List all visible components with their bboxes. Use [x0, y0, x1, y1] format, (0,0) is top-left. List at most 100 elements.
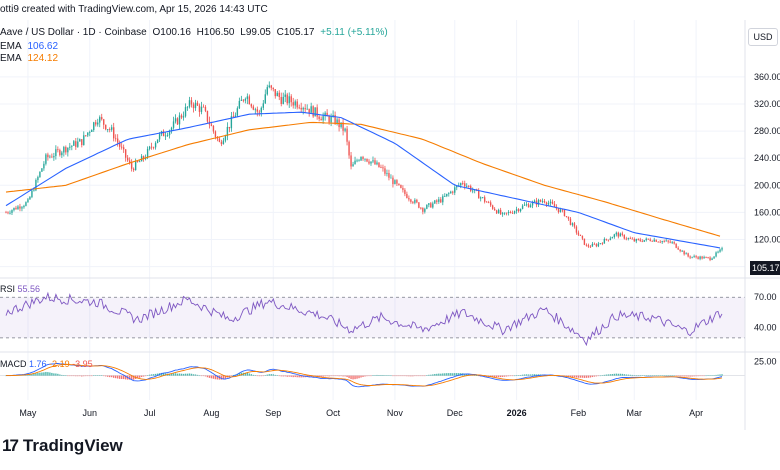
macd-histogram-bar [168, 373, 171, 376]
macd-histogram-bar [517, 375, 520, 376]
candle-body [681, 250, 683, 252]
candle-body [202, 106, 205, 108]
candle-body [115, 138, 117, 140]
tv-logo-icon: 17 [2, 436, 19, 455]
macd-histogram-bar [639, 375, 641, 376]
candle-body [67, 147, 69, 153]
close-value: C105.17 [276, 27, 315, 38]
macd-histogram-bar [523, 374, 526, 376]
macd-histogram-bar [172, 373, 175, 376]
macd-histogram-bar [501, 375, 504, 377]
candle-body [152, 147, 155, 149]
macd-histogram-bar [202, 375, 205, 377]
macd-histogram-bar [77, 375, 79, 377]
macd-histogram-bar [426, 375, 428, 376]
candle-body [503, 212, 506, 214]
candle-body [95, 122, 97, 125]
candle-body [366, 158, 368, 162]
ohlc-legend[interactable]: Aave / US Dollar · 1D · Coinbase O100.16… [0, 27, 391, 38]
candle-body [452, 191, 454, 193]
candle-body [430, 203, 432, 208]
candle-body [669, 241, 671, 243]
candle-body [334, 114, 336, 124]
candle-body [352, 164, 354, 167]
candle-body [707, 257, 709, 258]
ema-fast-legend[interactable]: EMA 106.62 [0, 41, 61, 52]
candle-body [118, 142, 121, 147]
candle-body [416, 199, 418, 203]
macd-histogram-bar [358, 375, 360, 379]
candle-body [481, 197, 484, 199]
macd-pane[interactable] [0, 362, 745, 388]
time-axis[interactable]: May Jun Jul Aug Sep Oct Nov Dec 2026 Feb Mar Apr [19, 408, 703, 418]
candle-body [180, 115, 183, 118]
candle-body [392, 177, 394, 185]
macd-histogram-bar [105, 375, 107, 377]
candle-body [655, 239, 657, 242]
ema-fast-label: EMA [0, 41, 22, 52]
candle-body [282, 96, 284, 104]
candle-body [372, 160, 374, 162]
candle-body [306, 108, 308, 110]
macd-histogram-bar [507, 375, 510, 377]
candle-body [55, 149, 57, 157]
currency-button[interactable]: USD [748, 28, 778, 46]
open-value: O100.16 [152, 27, 191, 38]
time-tick-label: 2026 [507, 408, 527, 418]
candle-body [689, 256, 691, 258]
candle-body [236, 108, 239, 116]
candle-body [33, 190, 35, 192]
macd-histogram-bar [93, 375, 95, 376]
macd-histogram-bar [222, 375, 225, 380]
candle-body [408, 197, 410, 200]
macd-histogram-bar [673, 375, 675, 377]
candle-body [625, 238, 627, 240]
macd-legend[interactable]: MACD 1.76 -2.19 -3.95 [0, 359, 93, 369]
macd-histogram-bar [525, 374, 528, 376]
candle-body [158, 134, 161, 140]
candle-body [93, 122, 95, 130]
macd-histogram-bar [232, 374, 235, 376]
candle-body [344, 128, 346, 131]
macd-histogram-bar [318, 375, 320, 377]
candle-body [294, 101, 296, 106]
candle-body [627, 238, 629, 239]
candle-body [547, 203, 550, 205]
rsi-pane[interactable] [0, 291, 745, 347]
candle-body [513, 211, 516, 214]
candle-body [579, 234, 582, 236]
macd-histogram-bar [45, 371, 47, 376]
candle-body [59, 150, 61, 156]
macd-histogram-bar [208, 375, 211, 378]
candle-body [685, 253, 687, 255]
macd-histogram-bar [33, 373, 35, 376]
rsi-legend[interactable]: RSI 55.56 [0, 284, 40, 294]
price-pane[interactable] [5, 81, 723, 262]
candle-body [424, 208, 426, 212]
macd-histogram-bar [693, 375, 695, 377]
macd-histogram-bar [37, 373, 39, 376]
macd-histogram-bar [336, 375, 338, 377]
candle-body [316, 107, 318, 117]
macd-histogram-bar [655, 375, 657, 376]
macd-histogram-bar [212, 375, 215, 379]
candle-body [362, 156, 364, 159]
macd-histogram-bar [53, 373, 55, 376]
candle-body [426, 204, 428, 209]
macd-histogram-bar [142, 375, 145, 377]
candle-body [591, 243, 594, 247]
candle-body [260, 107, 262, 113]
macd-histogram-bar [671, 375, 673, 376]
candle-body [434, 200, 436, 204]
macd-histogram-bar [292, 375, 294, 378]
ema-slow-legend[interactable]: EMA 124.12 [0, 53, 61, 64]
macd-histogram-bar [711, 375, 713, 376]
macd-histogram-bar [184, 373, 187, 376]
macd-histogram-bar [699, 375, 701, 377]
tradingview-logo[interactable]: 17 TradingView [2, 436, 123, 456]
rsi-label: RSI [0, 284, 16, 294]
macd-histogram-bar [302, 375, 304, 378]
macd-histogram-bar [619, 373, 622, 376]
macd-histogram-bar [605, 374, 608, 376]
